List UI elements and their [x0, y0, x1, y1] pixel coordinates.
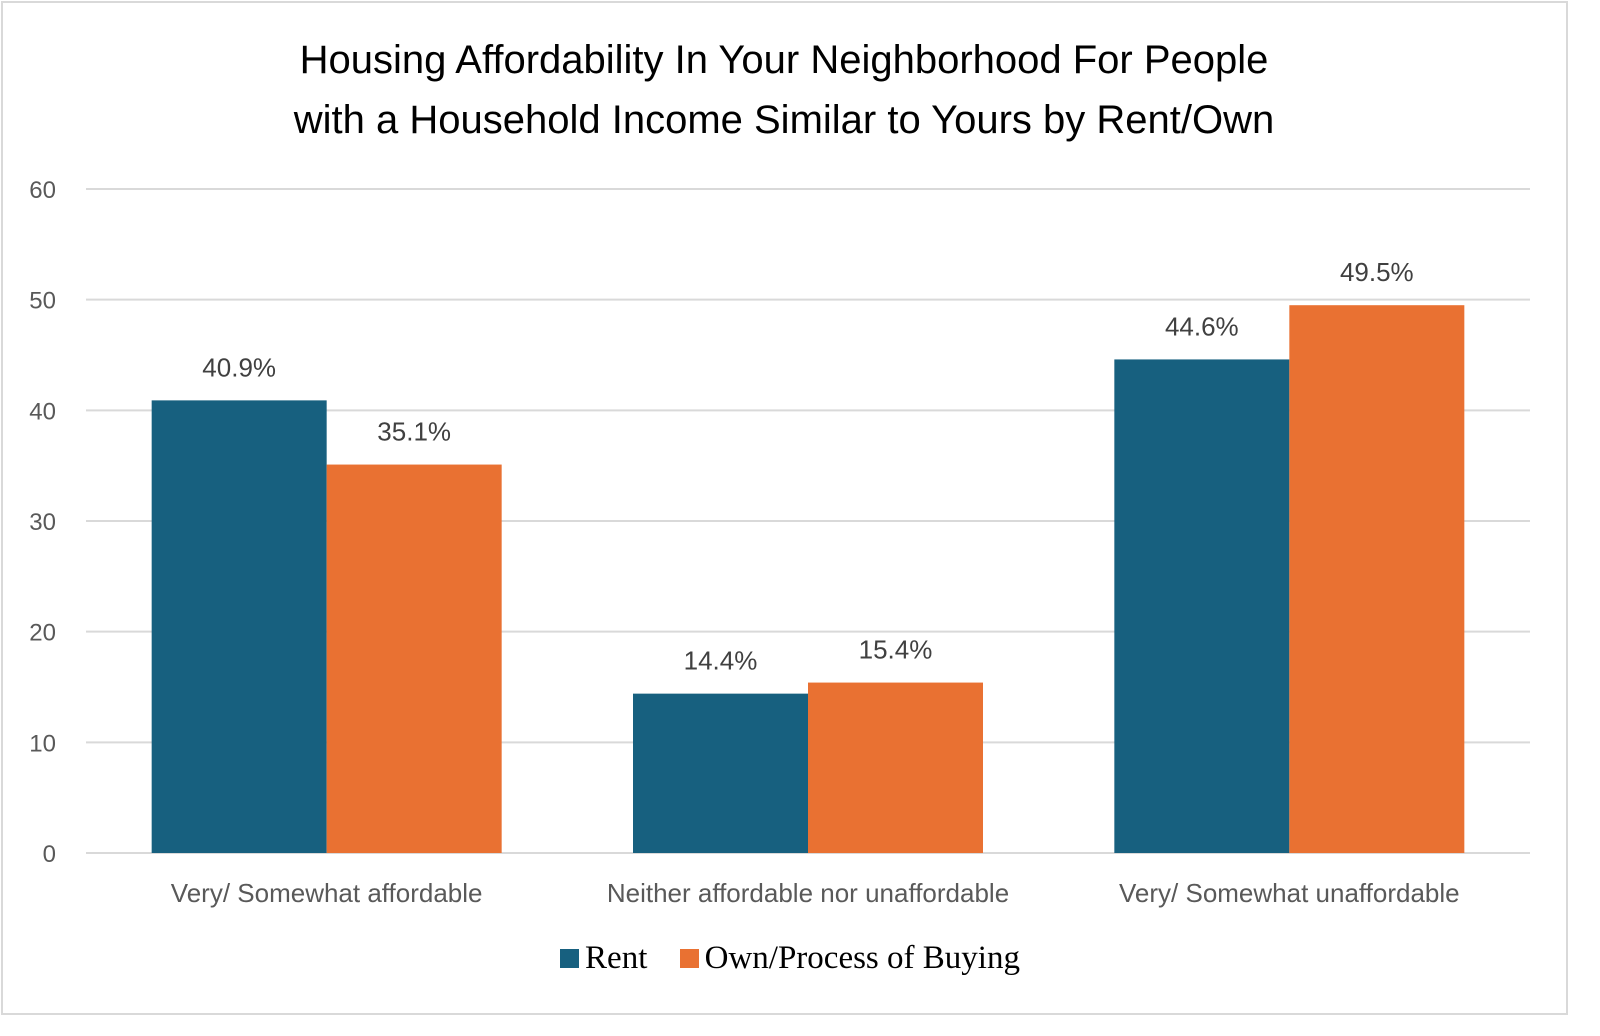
bar-own-process-of-buying-1 — [808, 682, 983, 853]
y-tick-label: 40 — [29, 398, 56, 425]
x-axis-categories: Very/ Somewhat affordable Neither afforda… — [171, 878, 1460, 908]
chart-title-line-1: Housing Affordability In Your Neighborho… — [299, 38, 1269, 82]
bar-rent-1 — [633, 693, 808, 853]
y-tick-label: 20 — [29, 620, 56, 647]
x-category-label: Very/ Somewhat affordable — [171, 878, 483, 908]
chart-title: Housing Affordability In Your Neighborho… — [0, 30, 1568, 150]
data-labels: 40.9% 35.1% 14.4% 15.4% 44.6% 49.5% — [202, 257, 1413, 675]
chart-title-line-2: with a Household Income Similar to Yours… — [293, 98, 1275, 142]
data-label: 49.5% — [1340, 257, 1414, 287]
legend: Rent Own/Process of Buying — [0, 940, 1580, 977]
data-label: 14.4% — [684, 646, 758, 676]
y-tick-label: 50 — [29, 288, 56, 315]
data-label: 44.6% — [1165, 311, 1239, 341]
legend-swatch-rent — [560, 949, 580, 968]
x-category-label: Very/ Somewhat unaffordable — [1119, 878, 1460, 908]
bar-own-process-of-buying-2 — [1289, 305, 1465, 853]
y-tick-label: 60 — [29, 177, 56, 204]
data-label: 35.1% — [377, 417, 451, 447]
y-tick-label: 10 — [29, 730, 56, 757]
legend-swatch-own — [679, 949, 699, 968]
y-tick-label: 0 — [43, 841, 56, 868]
x-category-label: Neither affordable nor unaffordable — [607, 878, 1009, 908]
bar-rent-2 — [1114, 359, 1290, 853]
legend-label-rent: Rent — [585, 940, 648, 976]
y-axis-ticks: 0 10 20 30 40 50 60 — [29, 177, 56, 868]
legend-label-own: Own/Process of Buying — [704, 940, 1020, 976]
bar-own-process-of-buying-0 — [326, 464, 502, 853]
bars — [151, 305, 1465, 853]
legend-item-own: Own/Process of Buying — [679, 940, 1020, 977]
legend-item-rent: Rent — [560, 940, 647, 977]
data-label: 15.4% — [859, 635, 933, 665]
y-tick-label: 30 — [29, 509, 56, 536]
data-label: 40.9% — [202, 352, 276, 382]
bar-rent-0 — [151, 400, 327, 853]
